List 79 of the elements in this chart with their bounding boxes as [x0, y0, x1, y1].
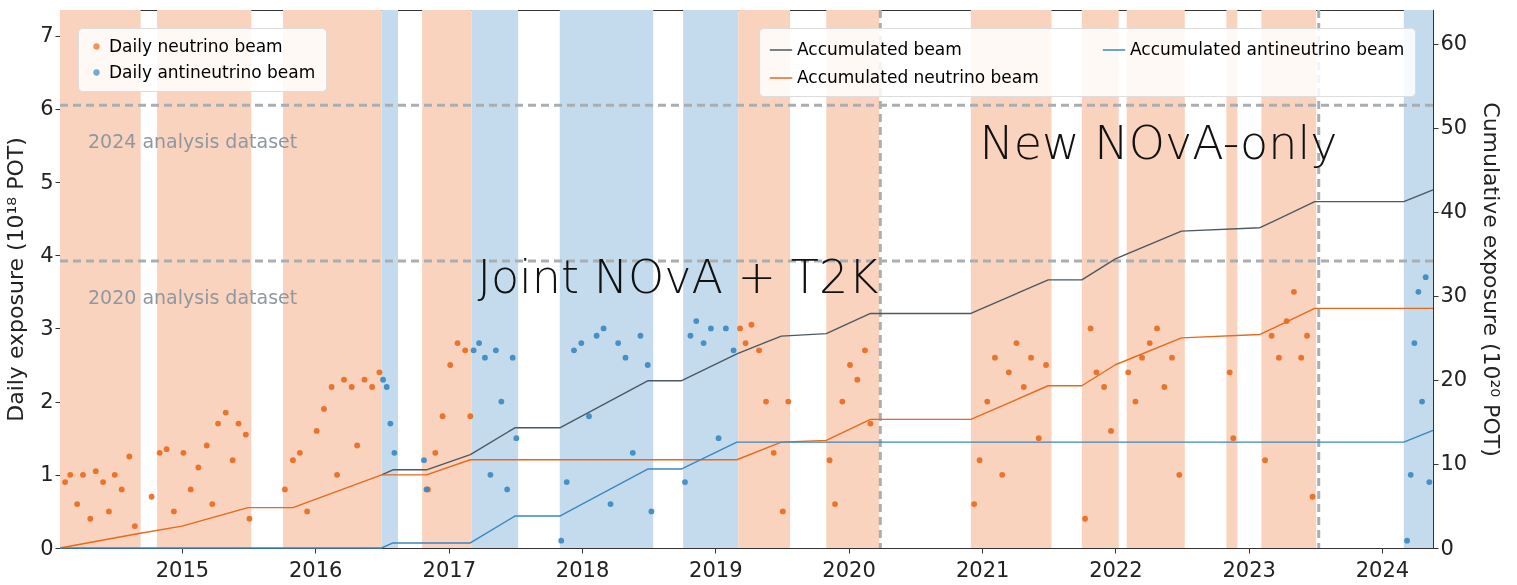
x-tick-label: 2018 — [555, 557, 610, 582]
x-tick-label: 2015 — [155, 557, 210, 582]
legend-label: Accumulated beam — [797, 39, 962, 59]
annotation: New NOvA-only — [979, 115, 1338, 170]
x-tick-label: 2024 — [1355, 557, 1410, 582]
point — [682, 479, 688, 486]
point — [637, 332, 644, 339]
point — [380, 376, 386, 383]
point — [615, 340, 622, 346]
y2-tick-label: 20 — [1440, 367, 1468, 392]
y-axis-title: Daily exposure (10¹⁸ POT) — [3, 137, 29, 422]
x-tick-label: 2016 — [288, 557, 343, 582]
point — [586, 413, 592, 420]
point — [513, 435, 520, 442]
point — [558, 537, 565, 544]
y2-tick-label: 30 — [1440, 283, 1468, 308]
point — [1407, 471, 1414, 478]
point — [707, 325, 714, 332]
x-tick-label: 2021 — [955, 557, 1010, 582]
point — [487, 471, 494, 478]
x-tick-label: 2023 — [1222, 557, 1276, 582]
point — [600, 325, 607, 332]
point — [383, 384, 390, 390]
line-series — [380, 189, 1434, 476]
point — [498, 398, 505, 405]
point — [1404, 537, 1410, 544]
point — [509, 354, 516, 361]
y2-axis-title: Cumulative exposure (10²⁰ POT) — [1479, 102, 1505, 457]
point — [715, 435, 722, 442]
point — [700, 340, 707, 346]
y-tick-label: 0 — [40, 535, 54, 560]
point — [730, 347, 737, 354]
y-tick-label: 7 — [40, 23, 54, 48]
y2-tick-label: 10 — [1440, 451, 1468, 476]
point — [607, 501, 614, 507]
y-tick-label: 1 — [40, 462, 54, 487]
y-tick-label: 5 — [40, 169, 54, 194]
point — [722, 325, 729, 332]
point — [644, 362, 651, 368]
point — [504, 486, 511, 493]
line-series — [59, 429, 1434, 549]
x-tick-label: 2017 — [422, 557, 477, 582]
x-tick-label: 2020 — [822, 557, 876, 582]
point — [470, 347, 477, 354]
y-tick-label: 3 — [40, 315, 54, 340]
point — [687, 332, 694, 339]
y-tick-label: 2 — [40, 389, 54, 414]
y2-tick-label: 60 — [1440, 31, 1468, 56]
point — [1426, 479, 1433, 486]
y2-tick-label: 40 — [1440, 199, 1468, 224]
point — [1411, 340, 1418, 346]
y-tick-label: 4 — [40, 242, 54, 267]
point — [492, 347, 499, 354]
point — [593, 332, 600, 339]
point — [563, 479, 570, 486]
point — [482, 354, 488, 361]
point — [387, 420, 394, 427]
x-tick-label: 2022 — [1089, 557, 1143, 582]
y2-tick-label: 50 — [1440, 115, 1468, 140]
point — [622, 354, 629, 361]
annotation: Joint NOvA + T2K — [477, 250, 879, 304]
point — [629, 449, 636, 456]
point — [571, 347, 577, 354]
point — [1415, 288, 1422, 295]
legend-label: Accumulated antineutrino beam — [1130, 39, 1405, 59]
point — [391, 449, 398, 456]
point — [578, 340, 585, 346]
y-tick-label: 6 — [40, 96, 54, 121]
point — [693, 318, 700, 324]
point — [1422, 274, 1429, 281]
point — [476, 340, 483, 346]
legend-label: Daily neutrino beam — [109, 35, 283, 56]
legend-label: Daily antineutrino beam — [109, 61, 316, 82]
y2-tick-label: 0 — [1440, 535, 1454, 560]
point — [648, 508, 655, 515]
legend-label: Accumulated neutrino beam — [797, 67, 1039, 87]
x-tick-label: 2019 — [689, 557, 743, 582]
point — [1419, 398, 1425, 405]
point — [421, 457, 427, 464]
